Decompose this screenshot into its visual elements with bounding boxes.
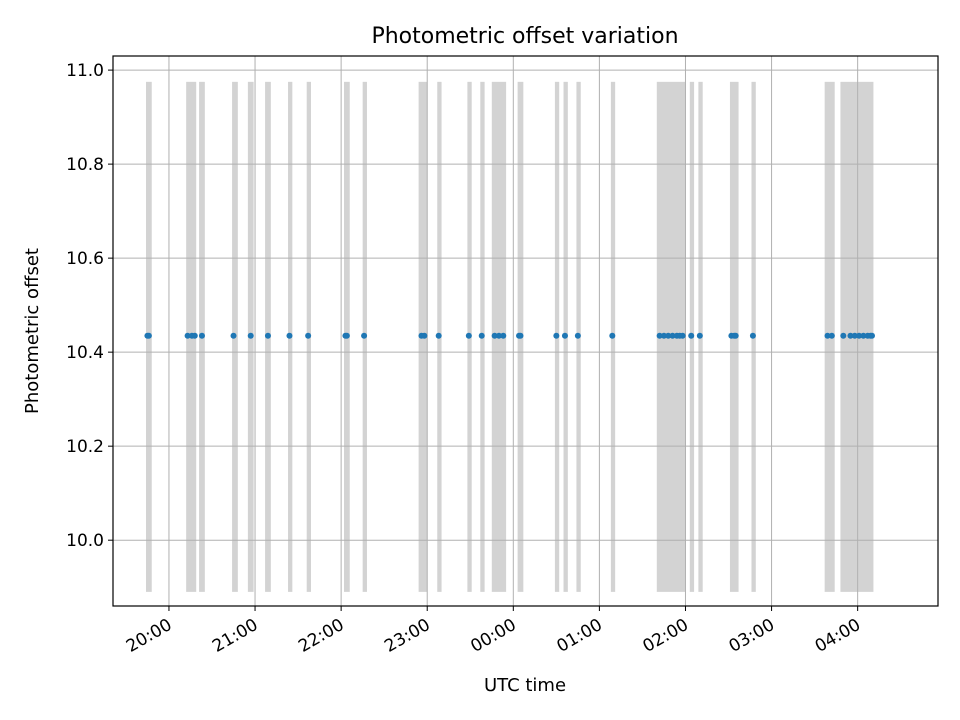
data-point [869, 332, 875, 339]
data-point [517, 332, 524, 339]
x-tick-label: 23:00 [381, 615, 433, 657]
data-point [609, 332, 616, 339]
data-point [732, 332, 739, 339]
x-tick-label: 21:00 [209, 615, 261, 657]
x-tick-label: 00:00 [467, 615, 519, 657]
data-point [191, 332, 198, 339]
data-point [184, 332, 191, 339]
data-point [696, 332, 703, 339]
data-point [264, 332, 271, 339]
x-tick-label: 22:00 [295, 615, 347, 657]
data-point [465, 332, 472, 339]
data-point [491, 332, 498, 339]
data-points [144, 332, 875, 339]
data-point [669, 332, 676, 339]
data-point [856, 332, 863, 339]
x-axis-ticks: 20:00 21:00 22:00 23:00 00:00 01:00 02:00 03:00… [123, 606, 864, 657]
data-point [247, 332, 254, 339]
data-point [230, 332, 237, 339]
y-tick-label: 10.8 [66, 155, 104, 175]
x-tick-label: 03:00 [726, 615, 778, 657]
x-tick-label: 20:00 [123, 615, 175, 657]
y-tick-label: 10.0 [66, 531, 104, 551]
data-point [656, 332, 663, 339]
x-tick-label: 01:00 [553, 615, 605, 657]
data-point [286, 332, 293, 339]
x-tick-label: 02:00 [640, 615, 692, 657]
y-tick-label: 11.0 [66, 61, 104, 81]
data-point [343, 332, 350, 339]
y-tick-label: 10.4 [66, 343, 104, 363]
data-point [145, 332, 152, 339]
data-point [198, 332, 205, 339]
data-point [665, 332, 672, 339]
data-point [478, 332, 485, 339]
data-point [851, 332, 858, 339]
grid-lines [113, 56, 938, 606]
data-point [553, 332, 560, 339]
data-point [421, 332, 428, 339]
x-axis-label: UTC time [484, 675, 566, 696]
data-point [847, 332, 854, 339]
data-point [561, 332, 568, 339]
y-axis-label: Photometric offset [22, 248, 43, 414]
plot-area-frame [112, 55, 939, 607]
x-tick-label: 04:00 [812, 615, 864, 657]
data-point [860, 332, 867, 339]
data-point [435, 332, 442, 339]
data-point [688, 332, 695, 339]
data-point [679, 332, 686, 339]
data-point [305, 332, 312, 339]
y-tick-label: 10.2 [66, 437, 104, 457]
data-point [361, 332, 368, 339]
y-tick-label: 10.6 [66, 249, 104, 269]
data-point [840, 332, 847, 339]
data-point [495, 332, 502, 339]
chart-title: Photometric offset variation [371, 24, 678, 49]
data-point [660, 332, 667, 339]
data-point [824, 332, 831, 339]
data-point [574, 332, 581, 339]
y-axis-ticks: 10.0 10.2 10.4 10.6 10.8 11.0 [66, 61, 113, 551]
data-point [828, 332, 835, 339]
data-point [500, 332, 507, 339]
data-point [749, 332, 756, 339]
